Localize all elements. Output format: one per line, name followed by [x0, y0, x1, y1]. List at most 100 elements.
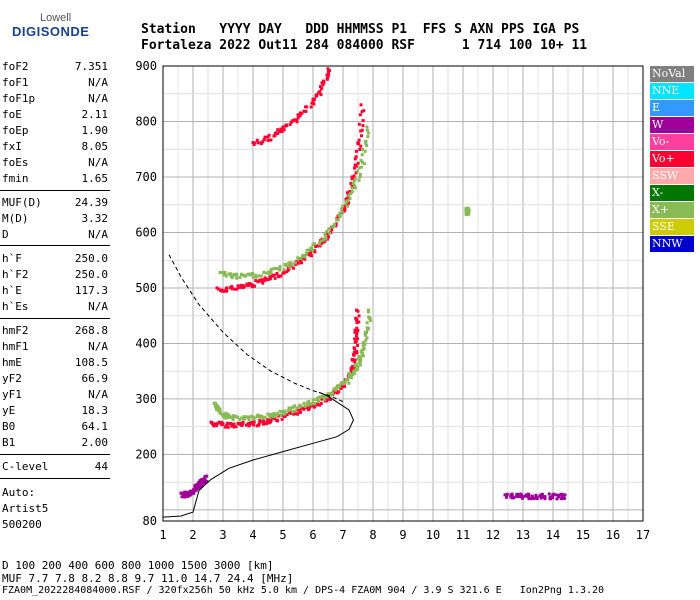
param-foep: foEp 1.90: [2, 124, 108, 140]
echo-dot: [303, 404, 307, 408]
echo-dot: [357, 122, 361, 126]
echo-dot: [301, 256, 305, 260]
param-key: foEp: [2, 124, 29, 137]
muf-value-row: MUF 7.7 7.8 8.2 8.8 9.7 11.0 14.7 24.4 […: [2, 572, 294, 585]
echo-point: [230, 285, 234, 289]
echo-dot: [342, 204, 346, 208]
param-value: 250.0: [74, 252, 108, 265]
echo-dot: [302, 109, 306, 113]
echo-dot: [279, 127, 283, 131]
echo-dot: [527, 496, 531, 500]
echo-dot: [321, 240, 325, 244]
echo-dot: [269, 138, 273, 142]
param-b1: B1 2.00: [2, 436, 108, 452]
echo-point: [364, 330, 367, 334]
legend-vo-: Vo-: [650, 134, 694, 150]
y-tick-label: 300: [135, 392, 157, 406]
echo-dot: [355, 321, 359, 325]
echo-dot: [353, 186, 357, 190]
param-foe: foE 2.11: [2, 108, 108, 124]
echo-dot: [348, 189, 352, 193]
x-tick-label: 3: [219, 528, 226, 542]
echo-dot: [299, 256, 303, 260]
echo-dot: [281, 271, 285, 275]
echo-dot: [299, 258, 303, 262]
echo-dot: [235, 287, 239, 291]
x-tick-label: 15: [576, 528, 590, 542]
echo-dot: [260, 416, 264, 420]
echo-dot: [300, 255, 304, 259]
echo-dot: [326, 70, 330, 74]
param-fof1: foF1 N/A: [2, 76, 108, 92]
echo-dot: [239, 421, 243, 425]
param-key: foF1: [2, 76, 29, 89]
true-height-profile: [162, 391, 355, 518]
echo-dot: [367, 315, 371, 319]
echo-dot: [337, 390, 341, 394]
echo-dot: [548, 497, 552, 501]
echo-point: [275, 272, 279, 276]
echo-dot: [353, 184, 357, 188]
echo-dot: [186, 493, 190, 497]
echo-dot: [319, 402, 323, 406]
echo-dot: [362, 109, 366, 113]
param-foes: foEs N/A: [2, 156, 108, 172]
chart-axes: 1 2 3 4 5 6 7 8 9 10 11 12 13 14 15 16 17802003004005006…: [135, 59, 650, 542]
echo-dot: [319, 239, 323, 243]
param-fof1p: foF1p N/A: [2, 92, 108, 108]
echo-dot: [532, 496, 536, 500]
echo-dot: [351, 358, 355, 362]
echo-dot: [298, 111, 302, 115]
echo-dot: [365, 321, 369, 325]
echo-dot: [304, 251, 308, 255]
param-c-level: C-level 44: [2, 460, 108, 476]
echo-dot: [366, 310, 370, 314]
echo-dot: [287, 409, 291, 413]
echo-dot: [505, 492, 509, 496]
param-hmf2: hmF2 268.8: [2, 324, 108, 340]
echo-dot: [340, 207, 344, 211]
echo-dot: [280, 417, 284, 421]
echo-dot: [352, 366, 356, 370]
echo-dot: [366, 131, 370, 135]
echo-dot: [227, 422, 231, 426]
param-key: h`F2: [2, 268, 29, 281]
param-separator: [0, 454, 110, 455]
echo-dot: [295, 120, 299, 124]
echo-dot: [317, 241, 321, 245]
echo-dot: [188, 493, 192, 497]
echo-dot: [535, 497, 539, 501]
y-tick-label: 800: [135, 114, 157, 128]
x-tick-label: 8: [369, 528, 376, 542]
param-value: N/A: [88, 388, 108, 401]
echo-dot: [362, 346, 366, 350]
param-key: hmF2: [2, 324, 29, 337]
echo-dot: [352, 350, 356, 354]
echo-dot: [353, 369, 357, 373]
y-tick-label: 400: [135, 336, 157, 350]
echo-point: [527, 493, 531, 497]
echo-dot: [254, 279, 258, 283]
echo-point: [320, 237, 324, 241]
echo-dot: [262, 138, 266, 142]
echo-point: [251, 141, 255, 145]
echo-point: [236, 421, 240, 425]
echo-dot: [259, 142, 263, 146]
echo-dot: [296, 116, 300, 120]
param-value: 1.90: [81, 124, 109, 137]
echo-dot: [346, 378, 350, 382]
param-value: N/A: [88, 76, 108, 89]
param-value: 108.5: [74, 356, 108, 369]
echo-dot: [266, 138, 270, 142]
echo-dot: [252, 415, 256, 419]
echo-dot: [225, 423, 229, 427]
echo-dot: [320, 86, 324, 90]
echo-point: [464, 207, 468, 211]
param-hme: hmE 108.5: [2, 356, 108, 372]
echo-dot: [307, 407, 311, 411]
echo-dot: [308, 405, 312, 409]
echo-dot: [232, 414, 236, 418]
echo-dot: [328, 231, 332, 235]
echo-dot: [269, 270, 273, 274]
echo-dot: [322, 398, 326, 402]
